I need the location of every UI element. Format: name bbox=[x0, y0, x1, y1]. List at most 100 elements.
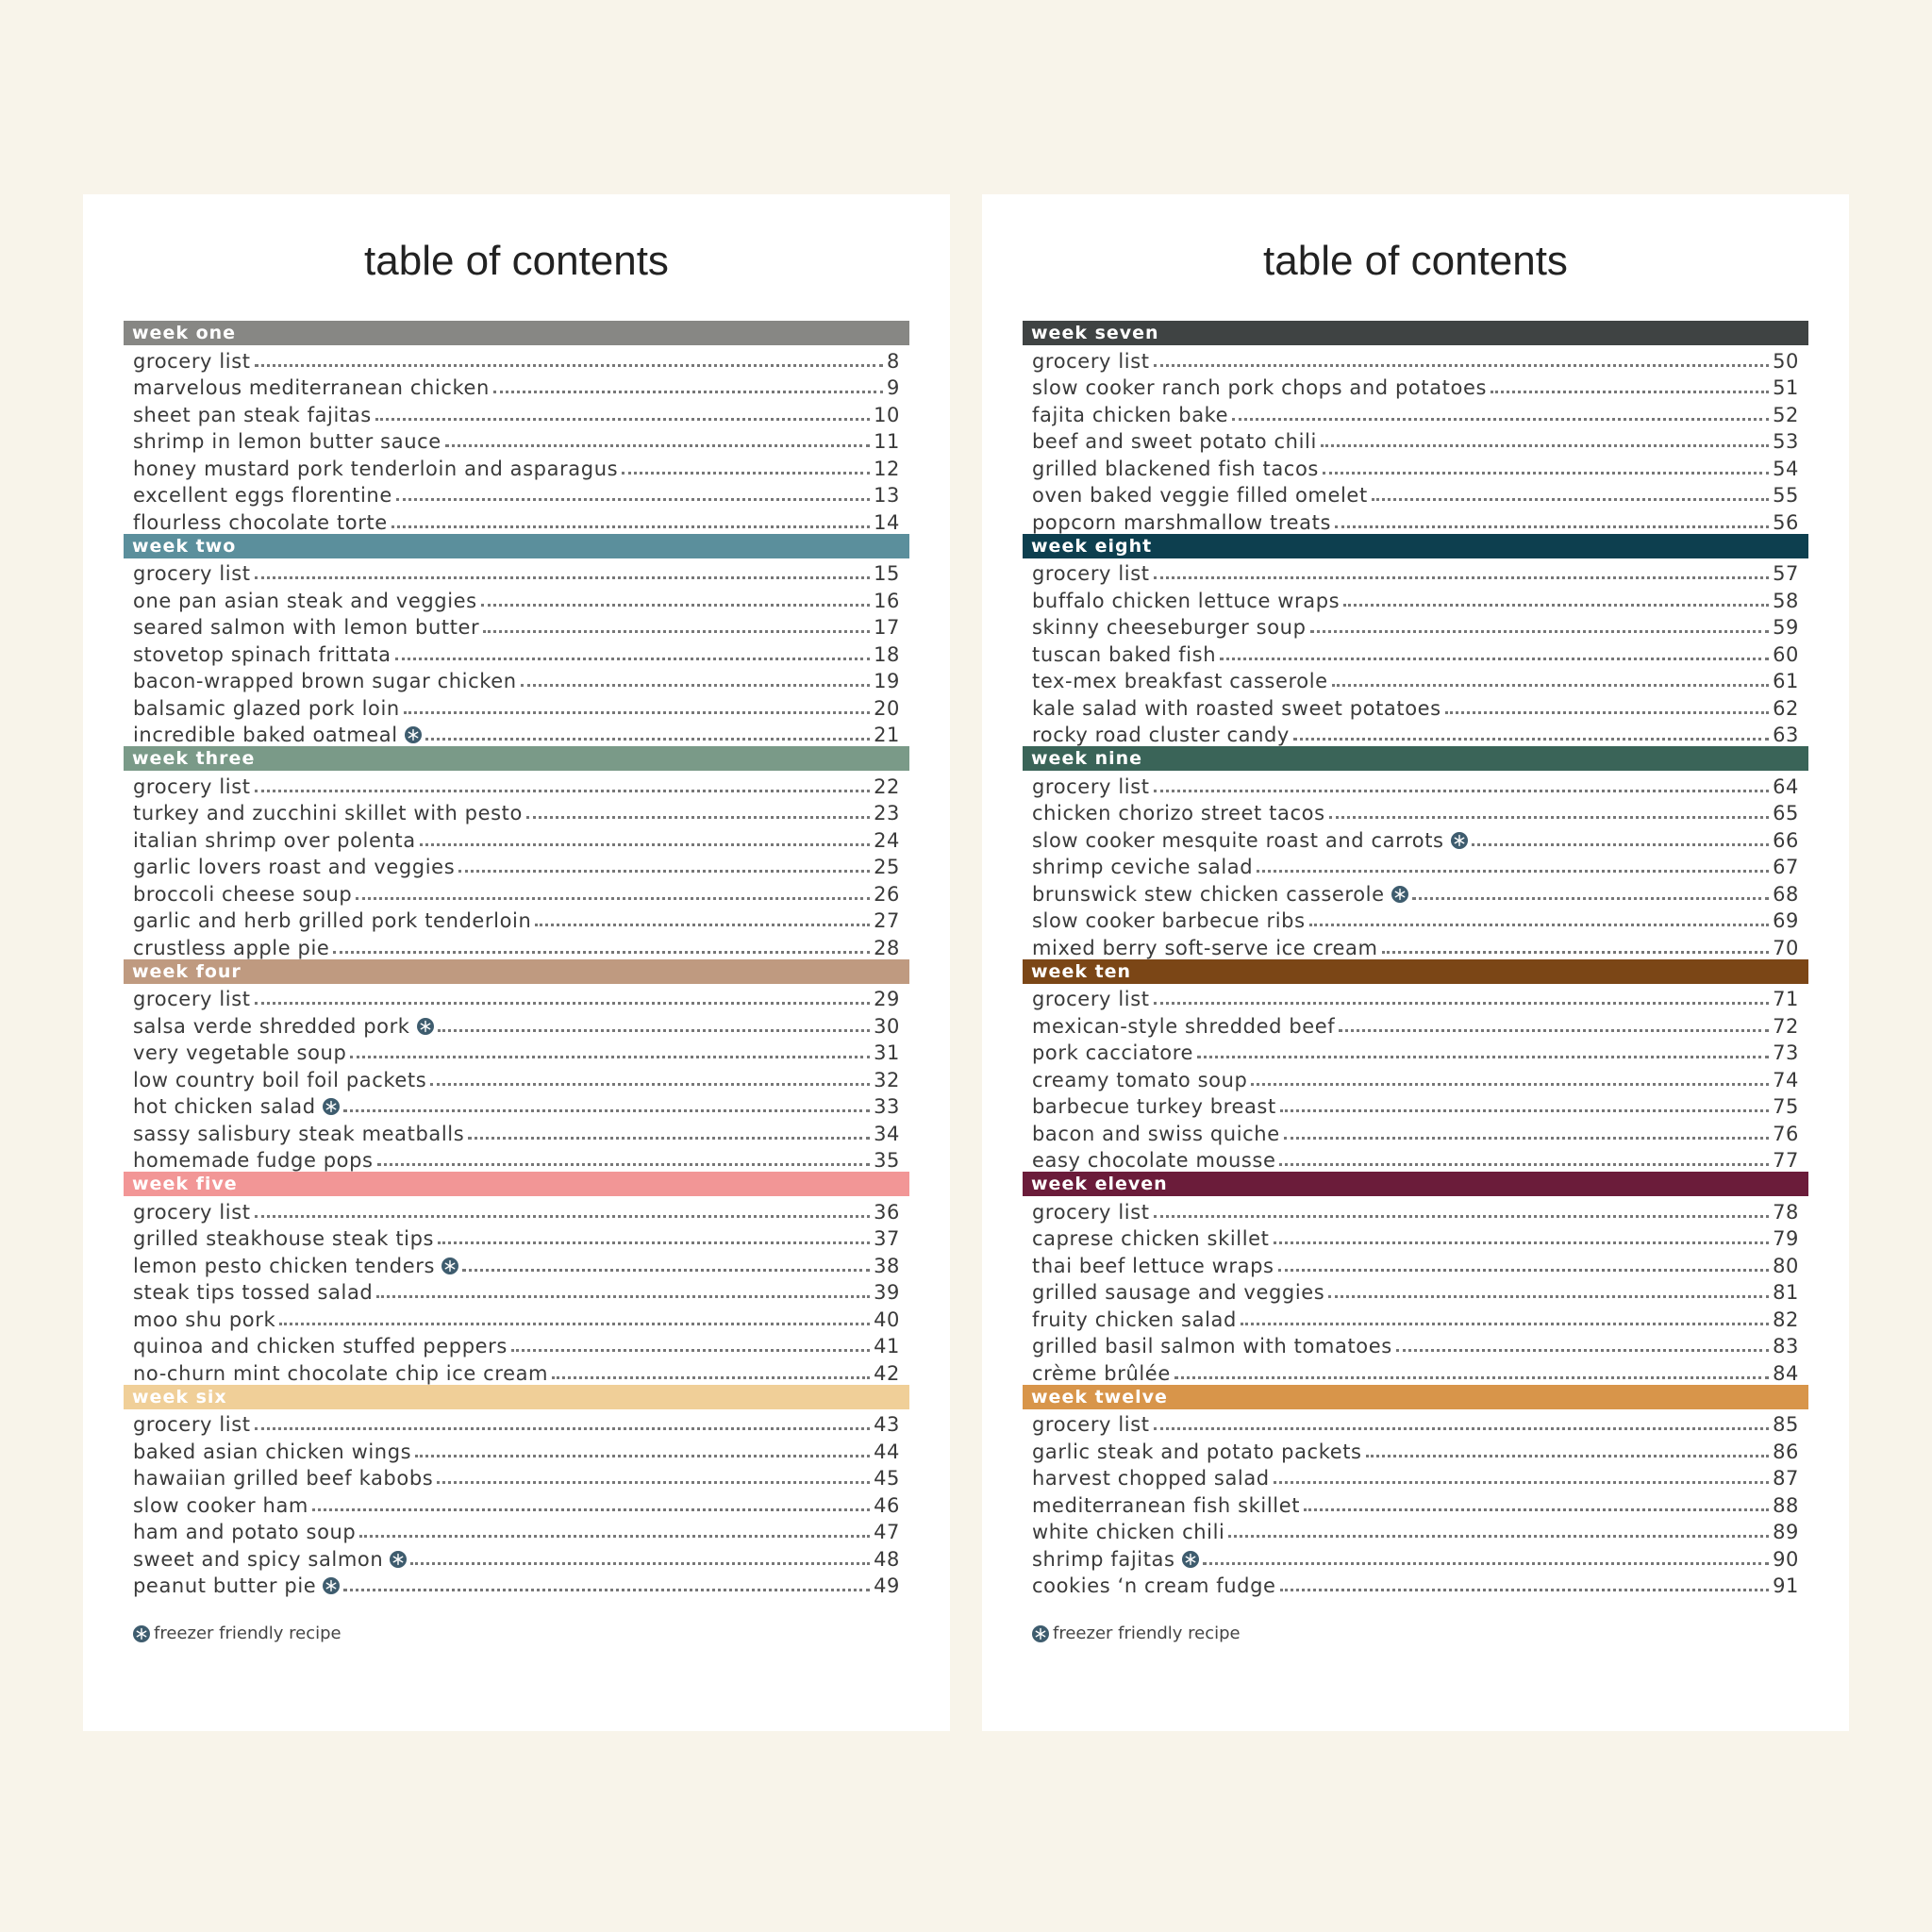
page-number: 35 bbox=[874, 1149, 900, 1172]
toc-entry: harvest chopped salad 87 bbox=[1023, 1463, 1808, 1490]
page-number: 42 bbox=[874, 1361, 900, 1385]
page-number: 82 bbox=[1773, 1307, 1799, 1331]
entry-title: mexican-style shredded beef bbox=[1032, 1014, 1336, 1038]
week-header: week six bbox=[124, 1384, 909, 1409]
page-number: 59 bbox=[1773, 616, 1799, 639]
toc-entry: flourless chocolate torte 14 bbox=[124, 507, 909, 534]
entry-title: quinoa and chicken stuffed peppers bbox=[133, 1335, 508, 1357]
week-header: week four bbox=[124, 958, 909, 984]
toc-entry: hawaiian grilled beef kabobs 45 bbox=[124, 1463, 909, 1490]
entry-title: marvelous mediterranean chicken bbox=[133, 376, 490, 399]
toc-entry: bacon and swiss quiche 76 bbox=[1023, 1118, 1808, 1145]
dot-leader bbox=[1273, 1481, 1770, 1484]
dot-leader bbox=[375, 417, 871, 421]
entry-title: garlic steak and potato packets bbox=[1032, 1440, 1362, 1463]
toc-entry: grilled basil salmon with tomatoes 83 bbox=[1023, 1331, 1808, 1357]
toc-entry: one pan asian steak and veggies 16 bbox=[124, 585, 909, 612]
entry-title: honey mustard pork tenderloin and aspara… bbox=[133, 457, 619, 480]
page-number: 90 bbox=[1773, 1547, 1799, 1571]
toc-entry: easy chocolate mousse 77 bbox=[1023, 1145, 1808, 1172]
dot-leader bbox=[1471, 842, 1770, 846]
dot-leader bbox=[438, 1241, 871, 1244]
dot-leader bbox=[1328, 816, 1770, 819]
toc-entry: grocery list 43 bbox=[124, 1409, 909, 1436]
entry-title: hawaiian grilled beef kabobs bbox=[133, 1467, 434, 1490]
toc-entry: grocery list 29 bbox=[124, 984, 909, 1010]
freezer-icon bbox=[322, 1098, 340, 1115]
toc-entry: grocery list 71 bbox=[1023, 984, 1808, 1010]
entry-title: grocery list bbox=[133, 562, 251, 585]
entry-title: grocery list bbox=[1032, 988, 1150, 1010]
toc-entry: lemon pesto chicken tenders 38 bbox=[124, 1250, 909, 1277]
toc-entry: crème brûlée 84 bbox=[1023, 1357, 1808, 1385]
page-number: 24 bbox=[874, 828, 900, 852]
page-number: 26 bbox=[874, 882, 900, 906]
toc-entry: garlic steak and potato packets 86 bbox=[1023, 1436, 1808, 1463]
entry-title: grocery list bbox=[133, 349, 251, 373]
dot-leader bbox=[437, 1028, 871, 1032]
toc-entry: stovetop spinach frittata 18 bbox=[124, 639, 909, 666]
entry-title: crustless apple pie bbox=[133, 936, 330, 959]
toc-entry: oven baked veggie filled omelet 55 bbox=[1023, 480, 1808, 507]
dot-leader bbox=[510, 1349, 871, 1352]
toc-entry: shrimp in lemon butter sauce 11 bbox=[124, 426, 909, 453]
page-number: 14 bbox=[874, 510, 900, 534]
toc-entry: grilled sausage and veggies 81 bbox=[1023, 1277, 1808, 1304]
toc-entry: italian shrimp over polenta 24 bbox=[124, 824, 909, 852]
entry-title: grilled sausage and veggies bbox=[1032, 1281, 1325, 1304]
toc-entry: bacon-wrapped brown sugar chicken 19 bbox=[124, 666, 909, 692]
dot-leader bbox=[1365, 1454, 1770, 1457]
dot-leader bbox=[419, 842, 871, 846]
dot-leader bbox=[343, 1589, 871, 1591]
page-number: 43 bbox=[874, 1413, 900, 1436]
dot-leader bbox=[312, 1507, 871, 1511]
toc-entry: moo shu pork 40 bbox=[124, 1304, 909, 1331]
entry-title: pork cacciatore bbox=[1032, 1041, 1194, 1064]
toc-entry: grocery list 22 bbox=[124, 771, 909, 798]
dot-leader bbox=[254, 363, 884, 367]
week-header: week two bbox=[124, 533, 909, 558]
page-number: 44 bbox=[874, 1440, 900, 1463]
dot-leader bbox=[1309, 630, 1770, 633]
toc-entry: grilled steakhouse steak tips 37 bbox=[124, 1224, 909, 1250]
entry-title: homemade fudge pops bbox=[133, 1149, 374, 1172]
dot-leader bbox=[425, 738, 871, 741]
page-number: 51 bbox=[1773, 376, 1799, 399]
page-number: 10 bbox=[874, 403, 900, 426]
entry-title: very vegetable soup bbox=[133, 1041, 347, 1064]
toc-entry: tuscan baked fish 60 bbox=[1023, 639, 1808, 666]
dot-leader bbox=[1395, 1349, 1770, 1352]
page-number: 36 bbox=[874, 1200, 900, 1224]
page-number: 38 bbox=[874, 1254, 900, 1277]
dot-leader bbox=[395, 498, 871, 501]
page-number: 29 bbox=[874, 988, 900, 1010]
toc-entry: popcorn marshmallow treats 56 bbox=[1023, 507, 1808, 534]
dot-leader bbox=[350, 1056, 871, 1058]
entry-title: popcorn marshmallow treats bbox=[1032, 510, 1332, 534]
entry-title: slow cooker mesquite roast and carrots bbox=[1032, 828, 1444, 852]
entry-title: turkey and zucchini skillet with pesto bbox=[133, 802, 523, 824]
dot-leader bbox=[1292, 738, 1770, 741]
legend-text: freezer friendly recipe bbox=[154, 1624, 341, 1643]
entry-title: moo shu pork bbox=[133, 1307, 276, 1331]
page-number: 52 bbox=[1773, 403, 1799, 426]
page-number: 49 bbox=[874, 1574, 900, 1597]
page-number: 86 bbox=[1773, 1440, 1799, 1463]
toc-entry: slow cooker barbecue ribs 69 bbox=[1023, 906, 1808, 932]
week-header: week eight bbox=[1023, 533, 1808, 558]
entry-title: white chicken chili bbox=[1032, 1521, 1225, 1543]
dot-leader bbox=[1444, 710, 1770, 714]
dot-leader bbox=[525, 816, 871, 819]
toc-entry: tex-mex breakfast casserole 61 bbox=[1023, 666, 1808, 692]
page-number: 89 bbox=[1773, 1521, 1799, 1543]
entry-title: grocery list bbox=[133, 1200, 251, 1224]
dot-leader bbox=[1381, 950, 1770, 954]
toc-entry: thai beef lettuce wraps 80 bbox=[1023, 1250, 1808, 1277]
page-number: 63 bbox=[1773, 724, 1799, 746]
entry-title: low country boil foil packets bbox=[133, 1068, 427, 1091]
toc-entry: creamy tomato soup 74 bbox=[1023, 1064, 1808, 1091]
dot-leader bbox=[1491, 391, 1770, 393]
entry-title: skinny cheeseburger soup bbox=[1032, 616, 1307, 639]
dot-leader bbox=[394, 657, 871, 660]
page-number: 45 bbox=[874, 1467, 900, 1490]
